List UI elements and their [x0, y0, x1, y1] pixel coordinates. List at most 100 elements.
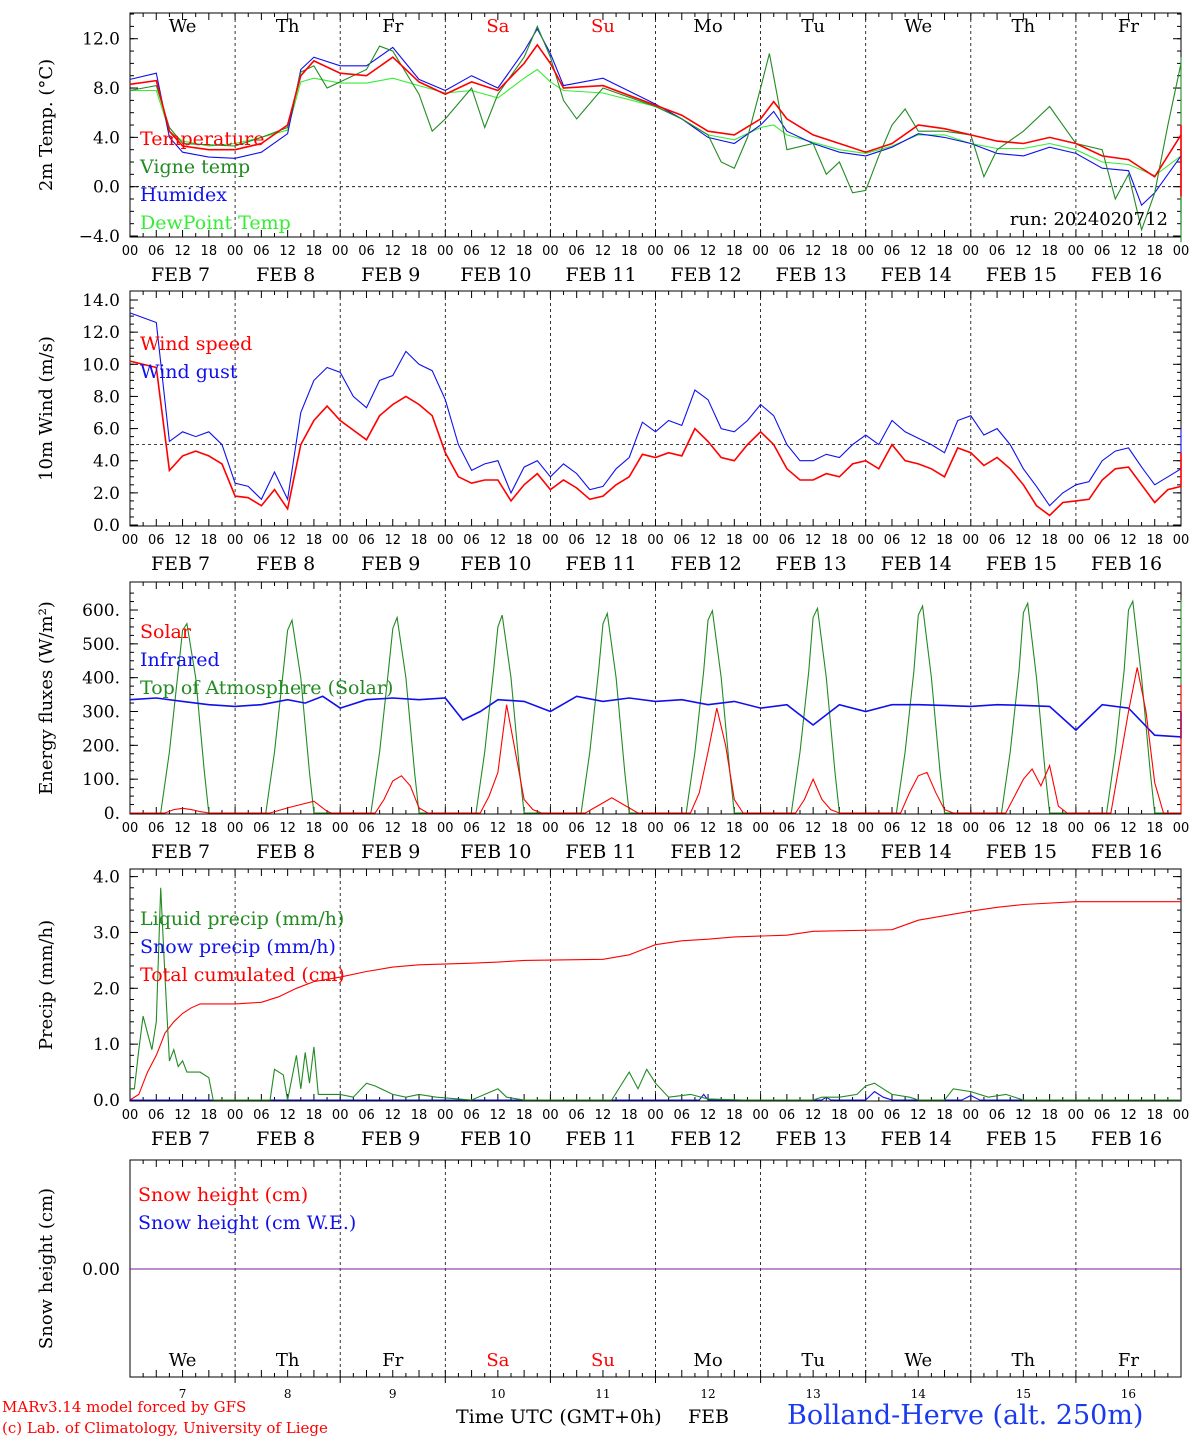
date-label: FEB 13 [776, 1128, 847, 1150]
date-label: FEB 16 [1091, 1128, 1162, 1150]
month-label: FEB [688, 1406, 730, 1428]
day-number: 11 [595, 1387, 610, 1401]
time-axis-title: Time UTC (GMT+0h) [456, 1406, 662, 1428]
hour-tick-label: 12 [1015, 821, 1032, 836]
legend-entry: Liquid precip (mm/h) [140, 908, 344, 930]
hour-tick-label: 12 [279, 244, 296, 259]
hour-tick-label: 00 [963, 821, 980, 836]
hour-tick-label: 12 [595, 533, 612, 548]
y-tick-label: 6.0 [93, 420, 120, 440]
date-label: FEB 9 [361, 264, 420, 286]
hour-tick-label: 00 [542, 1108, 559, 1123]
hour-tick-label: 00 [857, 244, 874, 259]
hour-tick-label: 12 [1015, 1108, 1032, 1123]
panel-1: 12.0 8.0 4.0 0.0 −4.0 2m Temp. (°C) Temperatur… [36, 12, 1190, 286]
hour-tick-label: 00 [437, 533, 454, 548]
hour-tick-label: 12 [1015, 533, 1032, 548]
hour-tick-label: 12 [384, 533, 401, 548]
hour-tick-label: 18 [306, 1108, 323, 1123]
series-line-wind-speed [129, 360, 1182, 517]
date-label: FEB 15 [986, 1128, 1057, 1150]
hour-tick-label: 18 [936, 533, 953, 548]
day-number: 15 [1016, 1387, 1031, 1401]
hour-tick-label: 12 [910, 821, 927, 836]
hour-tick-label: 12 [1120, 821, 1137, 836]
day-name: Th [276, 1350, 300, 1371]
hour-tick-label: 18 [1146, 533, 1163, 548]
hour-tick-label: 18 [306, 533, 323, 548]
day-number: 10 [490, 1387, 505, 1401]
hour-tick-label: 06 [1094, 821, 1111, 836]
hour-tick-label: 12 [490, 244, 507, 259]
hour-tick-label: 18 [726, 1108, 743, 1123]
y-tick-label: 600. [82, 601, 120, 621]
hour-tick-label: 06 [463, 244, 480, 259]
hour-tick-label: 06 [989, 821, 1006, 836]
y-tick-label: 0.00 [82, 1260, 120, 1280]
y-tick-label: 12.0 [82, 323, 120, 343]
hour-tick-label: 18 [411, 821, 428, 836]
hour-tick-label: 12 [490, 1108, 507, 1123]
date-label: FEB 10 [460, 841, 531, 863]
hour-tick-label: 12 [279, 1108, 296, 1123]
hour-tick-label: 00 [542, 533, 559, 548]
date-label: FEB 14 [881, 841, 952, 863]
hour-tick-label: 18 [936, 1108, 953, 1123]
hour-tick-label: 18 [411, 244, 428, 259]
hour-tick-label: 18 [201, 533, 218, 548]
hour-tick-label: 18 [936, 244, 953, 259]
date-label: FEB 12 [670, 841, 741, 863]
series-line-liquid-precip-mm-h [130, 887, 1181, 1101]
hour-tick-label: 12 [595, 244, 612, 259]
date-label: FEB 12 [670, 264, 741, 286]
date-label: FEB 7 [151, 1128, 210, 1150]
hour-tick-label: 06 [253, 533, 270, 548]
y-axis-label: Precip (mm/h) [36, 920, 57, 1050]
hour-tick-label: 18 [1146, 1108, 1163, 1123]
hour-tick-label: 12 [1120, 244, 1137, 259]
hour-tick-label: 12 [1120, 533, 1137, 548]
series-line-solar [130, 667, 1182, 814]
hour-tick-label: 00 [1068, 533, 1085, 548]
hour-tick-label: 12 [700, 244, 717, 259]
day-name: Su [591, 1350, 615, 1371]
day-name: Sa [486, 1350, 509, 1371]
hour-tick-label: 18 [201, 244, 218, 259]
day-name: Fr [382, 16, 403, 37]
hour-tick-label: 12 [174, 533, 191, 548]
hour-tick-label: 06 [568, 821, 585, 836]
hour-tick-label: 00 [227, 821, 244, 836]
hour-tick-label: 18 [516, 533, 533, 548]
hour-tick-label: 12 [1015, 244, 1032, 259]
hour-tick-label: 00 [752, 1108, 769, 1123]
day-name: We [169, 16, 197, 37]
y-tick-label: 8.0 [93, 387, 120, 407]
date-label: FEB 7 [151, 264, 210, 286]
date-label: FEB 8 [256, 264, 315, 286]
hour-tick-label: 18 [831, 533, 848, 548]
day-number: 13 [806, 1387, 821, 1401]
hour-tick-label: 12 [805, 244, 822, 259]
hour-tick-label: 06 [674, 1108, 691, 1123]
hour-tick-label: 18 [516, 1108, 533, 1123]
hour-tick-label: 18 [306, 244, 323, 259]
y-tick-label: 10.0 [82, 355, 120, 375]
hour-tick-label: 18 [201, 821, 218, 836]
hour-tick-label: 00 [1068, 244, 1085, 259]
hour-tick-label: 12 [910, 1108, 927, 1123]
hour-tick-label: 06 [1094, 244, 1111, 259]
date-label: FEB 9 [361, 841, 420, 863]
legend-entry: DewPoint Temp [140, 212, 291, 234]
hour-tick-label: 00 [647, 533, 664, 548]
hour-tick-label: 00 [1173, 244, 1190, 259]
hour-tick-label: 18 [516, 244, 533, 259]
y-tick-label: 0.0 [93, 178, 120, 198]
hour-tick-label: 06 [989, 1108, 1006, 1123]
station-name: Bolland-Herve (alt. 250m) [787, 1400, 1144, 1431]
y-tick-label: 2.0 [93, 979, 120, 999]
hour-tick-label: 12 [700, 1108, 717, 1123]
hour-tick-label: 12 [805, 533, 822, 548]
date-label: FEB 8 [256, 841, 315, 863]
hour-tick-label: 12 [595, 1108, 612, 1123]
hour-tick-label: 12 [595, 821, 612, 836]
